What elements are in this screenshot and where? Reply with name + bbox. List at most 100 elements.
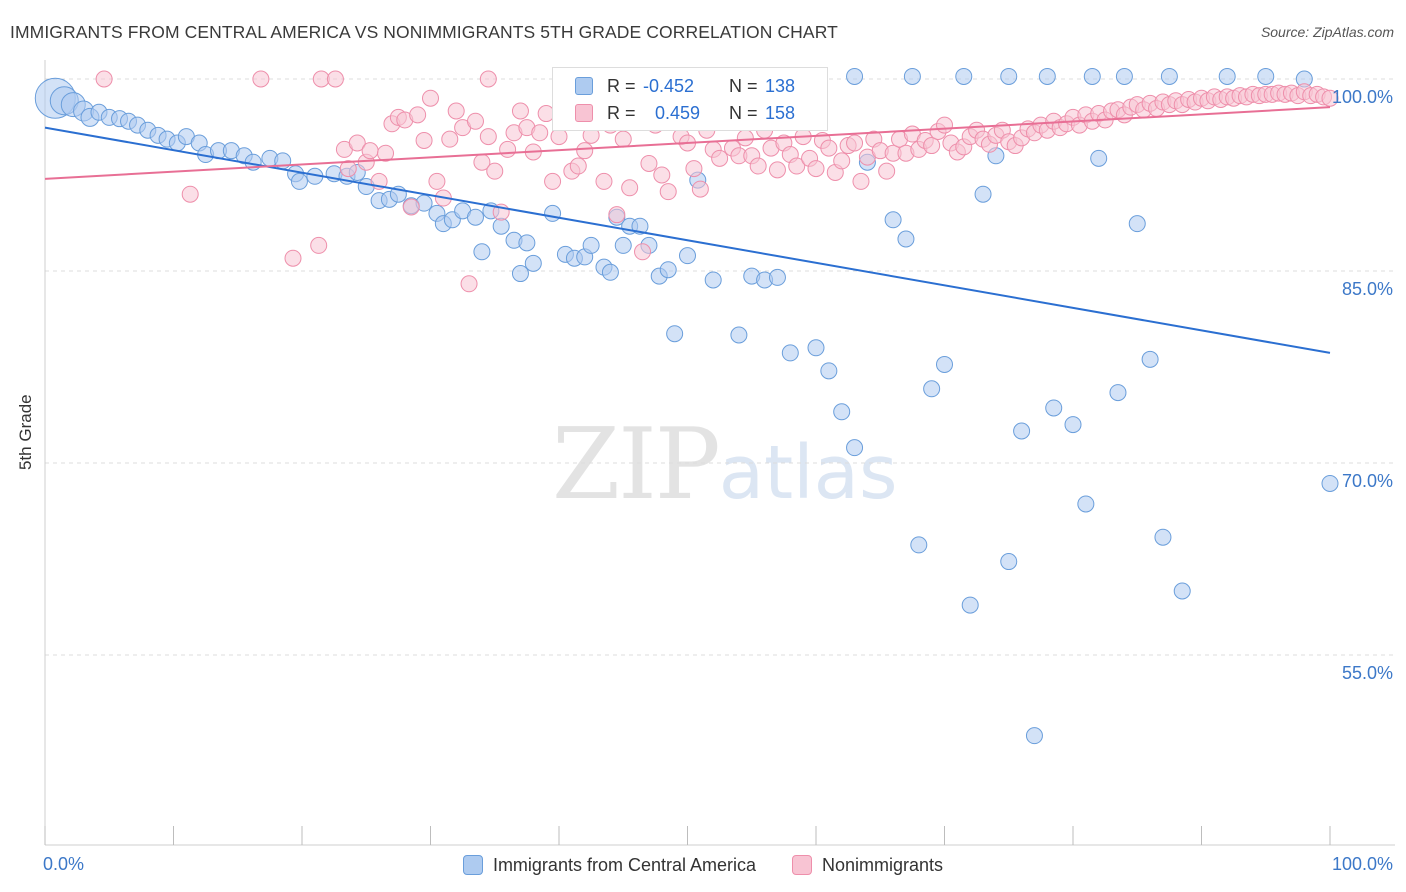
immigrants-point xyxy=(1115,67,1133,85)
stats-n-value: 158 xyxy=(765,102,796,123)
source-credit: Source: ZipAtlas.com xyxy=(1260,24,1394,40)
nonimmigrants-point xyxy=(653,166,671,184)
immigrants-point xyxy=(466,208,484,226)
immigrants-point xyxy=(936,355,953,373)
immigrants-point xyxy=(659,261,677,279)
stats-n-value: 138 xyxy=(765,75,796,96)
nonimmigrants-point xyxy=(441,130,459,148)
nonimmigrants-point xyxy=(852,172,870,190)
nonimmigrants-point xyxy=(736,129,754,147)
nonimmigrants-point xyxy=(923,137,941,155)
immigrants-point xyxy=(582,236,600,254)
nonimmigrants-point xyxy=(550,128,568,146)
nonimmigrants-point xyxy=(312,70,330,88)
stats-n-label: N = xyxy=(729,102,758,123)
x-tick-label: 100.0% xyxy=(1332,854,1393,874)
immigrants-point xyxy=(666,325,684,343)
immigrants-point xyxy=(1173,582,1191,600)
nonimmigrants-point xyxy=(691,180,709,198)
nonimmigrants-point xyxy=(634,243,652,261)
immigrants-point xyxy=(1321,474,1339,492)
stats-r-label: R = xyxy=(607,102,636,123)
legend-label: Nonimmigrants xyxy=(822,854,944,875)
immigrants-point xyxy=(1090,149,1108,167)
chart-title: IMMIGRANTS FROM CENTRAL AMERICA VS NONIM… xyxy=(10,22,838,42)
immigrants-point xyxy=(768,268,786,286)
immigrants-point xyxy=(1025,727,1043,745)
nonimmigrants-point xyxy=(284,249,302,267)
legend-item-nonimmigrants[interactable]: Nonimmigrants xyxy=(792,855,943,876)
legend-label: Immigrants from Central America xyxy=(492,854,757,875)
nonimmigrants-point xyxy=(640,154,658,172)
immigrants-point xyxy=(1000,67,1018,85)
legend-swatch-pink xyxy=(792,855,813,875)
immigrants-point xyxy=(910,536,928,554)
immigrants-point xyxy=(1000,553,1018,571)
immigrants-point xyxy=(1128,215,1146,233)
immigrants-point xyxy=(1141,350,1159,368)
x-tick-label: 0.0% xyxy=(43,854,84,874)
immigrants-point xyxy=(897,230,915,248)
immigrants-point xyxy=(524,254,542,272)
nonimmigrants-point xyxy=(511,102,529,120)
nonimmigrants-point xyxy=(576,142,594,160)
immigrants-point xyxy=(1160,67,1178,85)
nonimmigrants-point xyxy=(569,157,587,175)
stats-row-nonimmigrants: R = 0.459 N = 158 xyxy=(575,101,795,125)
watermark-atlas: atlas xyxy=(718,430,898,516)
nonimmigrants-point xyxy=(415,131,433,149)
trend-line-immigrants xyxy=(44,126,1331,354)
immigrants-point xyxy=(601,263,619,281)
nonimmigrants-point xyxy=(659,183,677,201)
nonimmigrants-point xyxy=(339,160,357,178)
immigrants-point xyxy=(1064,416,1082,434)
immigrants-point xyxy=(820,362,838,380)
nonimmigrants-point xyxy=(833,152,851,170)
stats-swatch-blue xyxy=(575,77,593,95)
immigrants-point xyxy=(290,172,308,190)
nonimmigrants-point xyxy=(531,124,549,142)
stats-swatch-pink xyxy=(575,104,593,122)
nonimmigrants-point xyxy=(768,161,786,179)
nonimmigrants-point xyxy=(499,140,517,158)
axes xyxy=(44,60,1395,846)
immigrants-point xyxy=(923,380,941,398)
immigrants-point xyxy=(1038,67,1056,85)
nonimmigrants-point xyxy=(614,130,632,148)
immigrants-point xyxy=(1257,67,1275,85)
stats-row-immigrants: R = -0.452 N = 138 xyxy=(575,74,795,98)
nonimmigrants-point xyxy=(422,89,439,107)
immigrants-point xyxy=(544,204,562,222)
immigrants-point xyxy=(781,344,799,362)
nonimmigrants-point xyxy=(846,134,864,152)
watermark: ZIPatlas xyxy=(552,408,898,522)
y-axis-label: 5th Grade xyxy=(16,394,35,470)
immigrants-point xyxy=(511,265,529,283)
immigrants-point xyxy=(704,271,722,289)
immigrants-point xyxy=(846,67,864,85)
nonimmigrants-point xyxy=(878,162,896,180)
immigrants-point xyxy=(473,243,491,261)
nonimmigrants-point xyxy=(310,236,328,254)
immigrants-point xyxy=(730,326,748,344)
nonimmigrants-point xyxy=(377,144,395,162)
immigrants-point xyxy=(1109,384,1127,402)
y-tick-label: 85.0% xyxy=(1342,279,1393,299)
nonimmigrants-point xyxy=(1321,89,1339,107)
stats-r-value: 0.459 xyxy=(655,102,701,123)
nonimmigrants-point xyxy=(807,160,825,178)
nonimmigrants-point xyxy=(181,185,199,203)
legend-item-immigrants[interactable]: Immigrants from Central America xyxy=(462,854,757,876)
nonimmigrants-point xyxy=(544,172,562,190)
immigrants-point xyxy=(1013,422,1031,440)
immigrants-point xyxy=(1218,67,1236,85)
nonimmigrants-point xyxy=(95,70,113,88)
nonimmigrants-point xyxy=(479,70,497,88)
nonimmigrants-point xyxy=(409,106,427,124)
stats-r-value: -0.452 xyxy=(643,75,695,96)
immigrants-point xyxy=(846,439,864,457)
immigrants-point xyxy=(1077,495,1095,513)
trend-lines xyxy=(44,106,1331,354)
tick-labels: 100.0% 85.0% 70.0% 55.0% 0.0% 100.0% xyxy=(43,87,1393,874)
